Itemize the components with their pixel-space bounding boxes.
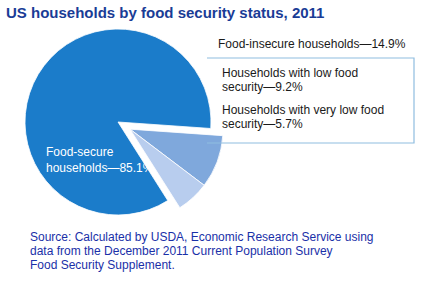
- slice-label-line: security—9.2%: [222, 80, 303, 94]
- source: data from the December 2011 Current Popu…: [30, 244, 333, 258]
- slice-label-line: Food-secure: [46, 145, 114, 159]
- slice-label: Households with very low foodsecurity—5.…: [222, 103, 384, 131]
- annotation: Food-insecure households—14.9%: [218, 37, 406, 51]
- source: Source: Calculated by USDA, Economic Res…: [30, 230, 374, 244]
- label-box: [207, 58, 414, 143]
- slice-label-line: Households with low food: [222, 66, 358, 80]
- slice-label: Households with low foodsecurity—9.2%: [222, 66, 358, 94]
- slice-label: Food-secure households—85.1%: [46, 145, 154, 175]
- slice-label-line: Households with very low food: [222, 103, 384, 117]
- source: Food Security Supplement.: [30, 258, 175, 272]
- slice-label-line: security—5.7%: [222, 117, 303, 131]
- pie: [25, 29, 223, 215]
- title: US households by food security status, 2…: [6, 4, 324, 21]
- slice-label-line: households—85.1%: [46, 161, 154, 175]
- slice: [25, 29, 211, 215]
- chart: US households by food security status, 2…: [0, 0, 422, 281]
